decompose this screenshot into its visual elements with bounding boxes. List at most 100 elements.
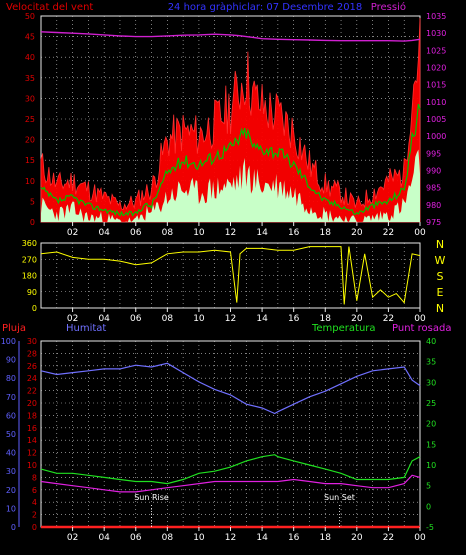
rain-ytick-2: 2 — [32, 511, 37, 520]
pressure-ytick-1035: 1035 — [426, 12, 446, 21]
humidity-ytick-40: 40 — [6, 449, 16, 458]
rain-ytick-26: 26 — [27, 362, 37, 371]
direction-ytick-180: 180 — [22, 272, 37, 281]
dir-xtick-label-10: 10 — [193, 314, 205, 324]
compass-letter-1: W — [435, 254, 446, 267]
dewpoint-legend: Punt rosada — [392, 323, 451, 334]
compass-letter-4: N — [436, 302, 444, 315]
humidity-ytick-70: 70 — [6, 393, 16, 402]
temperature-ytick-30: 30 — [426, 378, 436, 387]
wind-xtick-label-16: 16 — [288, 228, 300, 238]
wind-ytick-5: 5 — [30, 197, 35, 206]
climate-xtick-label-12: 12 — [225, 533, 236, 543]
rain-ytick-8: 8 — [32, 473, 37, 482]
wind-xtick-label-14: 14 — [256, 228, 268, 238]
climate-xtick-label-06: 06 — [130, 533, 142, 543]
dir-xtick-label-04: 04 — [98, 314, 110, 324]
chart-date-title: 24 hora gràphiclar: 07 Desembre 2018 — [168, 1, 363, 13]
wind-ytick-0: 0 — [30, 218, 35, 227]
wind-ytick-30: 30 — [25, 94, 35, 103]
wind-xtick-label-06: 06 — [130, 228, 142, 238]
pressure-ytick-975: 975 — [426, 218, 441, 227]
climate-xtick-label-14: 14 — [256, 533, 268, 543]
wind-ytick-40: 40 — [25, 53, 35, 62]
rain-ytick-18: 18 — [27, 411, 37, 420]
wind-ytick-50: 50 — [25, 12, 35, 21]
wind-ytick-10: 10 — [25, 177, 35, 186]
dir-xtick-label-12: 12 — [225, 314, 236, 324]
pressure-ytick-1005: 1005 — [426, 115, 446, 124]
pressure-ytick-1010: 1010 — [426, 98, 446, 107]
compass-letter-2: S — [437, 270, 444, 283]
temperature-ytick--5: -5 — [426, 523, 434, 532]
temperature-ytick-5: 5 — [426, 482, 431, 491]
humidity-ytick-60: 60 — [6, 411, 16, 420]
pressure-ytick-1015: 1015 — [426, 81, 446, 90]
humidity-ytick-10: 10 — [6, 504, 16, 513]
compass-letter-0: N — [436, 238, 444, 251]
wind-speed-title: Velocitat del vent — [6, 2, 93, 13]
wind-gust-area — [40, 17, 421, 223]
pressure-ytick-980: 980 — [426, 201, 441, 210]
pressure-line — [40, 31, 421, 42]
wind-xtick-label-12: 12 — [225, 228, 236, 238]
direction-ytick-360: 360 — [22, 239, 37, 248]
wind-xtick-label-02: 02 — [67, 228, 78, 238]
wind-ytick-15: 15 — [25, 156, 35, 165]
direction-line — [40, 246, 421, 305]
sun-label-1: Sun Set — [324, 493, 355, 502]
climate-xtick-label-20: 20 — [351, 533, 363, 543]
climate-xtick-label-22: 22 — [383, 533, 394, 543]
wind-xtick-label-22: 22 — [383, 228, 394, 238]
dir-xtick-label-02: 02 — [67, 314, 78, 324]
pressure-ytick-995: 995 — [426, 149, 441, 158]
pressure-ytick-1030: 1030 — [426, 29, 446, 38]
temperature-ytick-35: 35 — [426, 358, 436, 367]
humidity-ytick-50: 50 — [6, 430, 16, 439]
rain-ytick-16: 16 — [27, 424, 37, 433]
rain-ytick-6: 6 — [32, 486, 37, 495]
climate-xtick-label-02: 02 — [67, 533, 78, 543]
rain-ytick-24: 24 — [27, 374, 37, 383]
wind-xtick-label-04: 04 — [98, 228, 110, 238]
compass-letter-3: E — [437, 286, 444, 299]
humidity-ytick-30: 30 — [6, 467, 16, 476]
climate-xtick-label-04: 04 — [98, 533, 110, 543]
rain-ytick-28: 28 — [27, 349, 37, 358]
dir-xtick-label-00: 00 — [414, 314, 426, 324]
pressure-ytick-1020: 1020 — [426, 64, 446, 73]
rain-legend: Pluja — [2, 323, 26, 334]
climate-xtick-label-10: 10 — [193, 533, 205, 543]
rain-ytick-10: 10 — [27, 461, 37, 470]
wind-ytick-25: 25 — [25, 115, 35, 124]
temperature-line — [40, 454, 421, 485]
humidity-legend: Humitat — [66, 323, 106, 334]
humidity-ytick-100: 100 — [1, 337, 16, 346]
temperature-ytick-15: 15 — [426, 440, 436, 449]
wind-xtick-label-20: 20 — [351, 228, 363, 238]
dir-xtick-label-14: 14 — [256, 314, 268, 324]
wind-xtick-label-18: 18 — [320, 228, 332, 238]
humidity-ytick-90: 90 — [6, 356, 16, 365]
pressure-ytick-990: 990 — [426, 167, 441, 176]
wind-xtick-label-00: 00 — [414, 228, 426, 238]
rain-ytick-22: 22 — [27, 387, 37, 396]
humidity-ytick-20: 20 — [6, 486, 16, 495]
pressure-ytick-1025: 1025 — [426, 46, 446, 55]
wind-ytick-45: 45 — [25, 33, 35, 42]
rain-ytick-0: 0 — [32, 523, 37, 532]
dir-xtick-label-06: 06 — [130, 314, 142, 324]
sun-label-0: Sun Rise — [134, 493, 169, 502]
temperature-ytick-0: 0 — [426, 502, 431, 511]
rain-ytick-12: 12 — [27, 449, 37, 458]
rain-ytick-30: 30 — [27, 337, 37, 346]
humidity-ytick-80: 80 — [6, 374, 16, 383]
pressure-ytick-1000: 1000 — [426, 132, 446, 141]
pressure-title: Pressió — [371, 1, 406, 13]
dir-xtick-label-16: 16 — [288, 314, 300, 324]
wind-average-line — [40, 103, 421, 217]
direction-ytick-270: 270 — [22, 255, 37, 264]
dir-xtick-label-18: 18 — [320, 314, 332, 324]
